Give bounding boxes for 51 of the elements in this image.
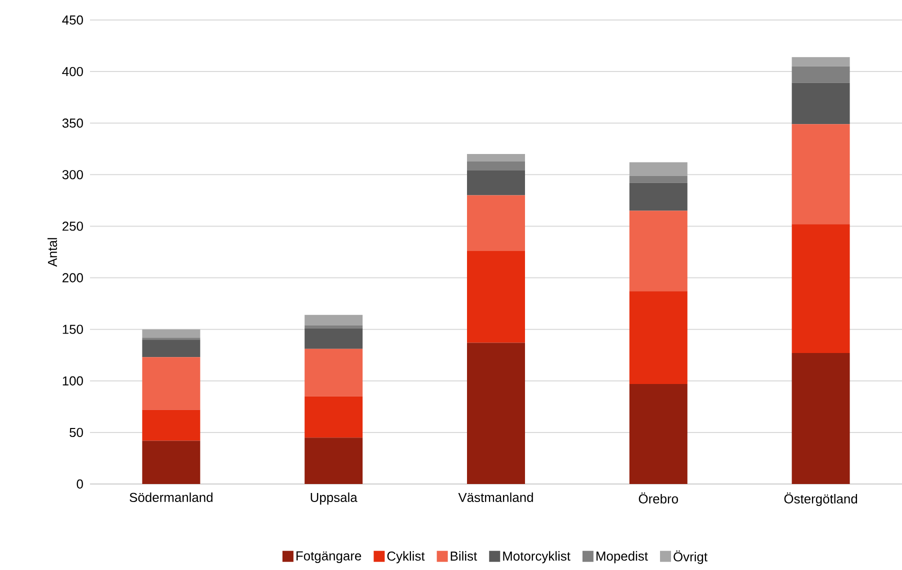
y-axis-title: Antal [48,238,58,267]
y-tick-label: 50 [70,428,83,438]
bar [304,328,363,349]
y-tick-label: 0 [76,479,83,489]
legend-label: Cyklist [387,551,425,564]
bar [792,66,850,83]
bar [792,353,850,484]
y-tick-label: 250 [62,222,83,231]
bar [792,57,850,66]
bar [142,340,200,358]
bar [304,325,363,328]
legend-label: Fotgängare [296,551,362,564]
bar [629,162,688,176]
y-tick-label: 100 [62,376,83,386]
bar [792,82,850,124]
bar [467,195,526,251]
legend-label: Bilist [450,551,478,561]
bar [629,291,688,384]
bar [304,314,363,326]
bar [629,176,688,183]
legend-label: Motorcyklist [503,551,570,564]
bar [304,396,363,438]
y-tick-label: 200 [62,273,83,282]
y-tick-label: 400 [62,66,83,76]
x-tick-label: Södermanland [130,492,212,502]
bar [142,329,200,338]
bar [142,410,200,441]
bar [142,440,200,484]
legend-label: Mopedist [596,551,648,564]
bar [467,161,526,171]
x-tick-label: Örebro [638,492,678,504]
bar [142,357,200,410]
bar [304,438,363,484]
bar [629,384,688,484]
x-tick-label: Uppsala [310,492,358,505]
x-tick-label: Östergötland [784,492,858,506]
bar [467,170,526,196]
y-tick-label: 350 [62,118,83,128]
bar [629,182,688,211]
bar [467,250,526,343]
y-tick-label: 150 [62,324,83,334]
bar [792,124,850,224]
y-tick-label: 450 [62,15,83,25]
bar [467,342,526,484]
bar [792,224,850,354]
bar [629,210,688,292]
y-tick-label: 300 [62,170,83,180]
bar [467,154,526,162]
bar [304,348,363,396]
x-tick-label: Västmanland [458,492,533,502]
legend-label: Övrigt [674,550,708,564]
